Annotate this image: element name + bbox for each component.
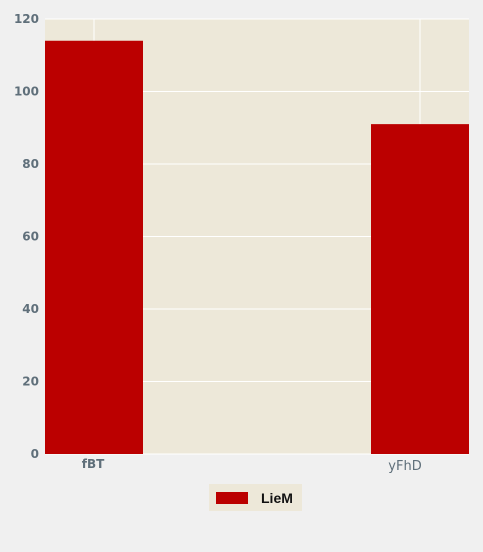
bar-yFhD [371, 124, 469, 454]
y-tick-label: 100 [14, 85, 39, 99]
legend-label-liem: LieM [261, 489, 293, 506]
x-tick-label-yFhD: yFhD [388, 459, 421, 474]
legend: LieM [209, 484, 302, 511]
bars [45, 40, 469, 454]
y-tick-label: 60 [22, 230, 39, 244]
y-axis-tick-labels: 0 20 40 60 80 100 120 [14, 12, 39, 461]
legend-swatch-liem [216, 491, 248, 504]
y-tick-label: 0 [31, 447, 39, 461]
y-tick-label: 40 [22, 302, 39, 316]
y-tick-label: 80 [22, 157, 39, 171]
x-tick-label-fBT: fBT [82, 457, 105, 471]
y-tick-label: 20 [22, 375, 39, 389]
bar-fBT [45, 40, 143, 454]
y-tick-label: 120 [14, 12, 39, 26]
x-axis-tick-labels: fBT yFhD [82, 457, 422, 474]
